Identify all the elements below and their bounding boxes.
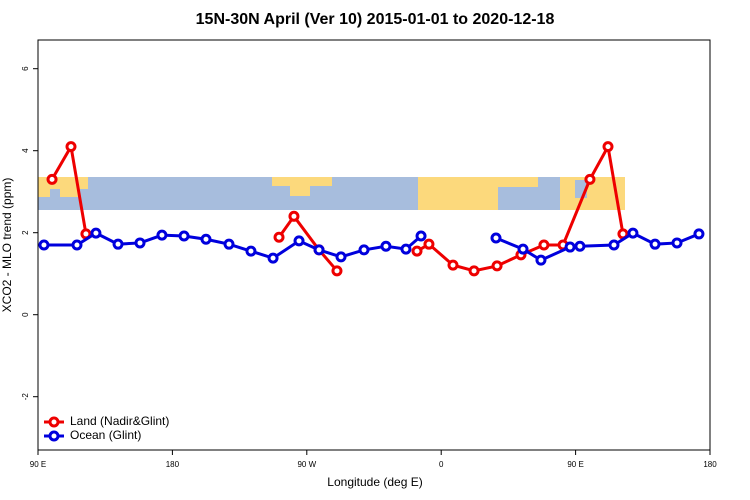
data-point <box>134 237 146 249</box>
data-point <box>71 239 83 251</box>
data-point <box>156 229 168 241</box>
data-point <box>415 230 427 242</box>
data-point <box>602 141 614 153</box>
data-point <box>46 173 58 185</box>
x-tick-label: 180 <box>703 460 717 469</box>
data-point <box>331 265 343 277</box>
legend-marker <box>48 416 60 428</box>
land-map <box>38 177 50 197</box>
x-tick-label: 90 E <box>567 460 583 469</box>
data-point <box>574 240 586 252</box>
data-point <box>693 228 705 240</box>
land-map <box>498 177 538 187</box>
data-point <box>112 238 124 250</box>
data-point <box>380 240 392 252</box>
data-point <box>288 210 300 222</box>
data-point <box>200 233 212 245</box>
data-point <box>468 265 480 277</box>
data-point <box>178 230 190 242</box>
data-point <box>358 244 370 256</box>
data-point <box>564 241 576 253</box>
land-map <box>418 177 498 210</box>
data-point <box>65 141 77 153</box>
data-point <box>411 245 423 257</box>
plot-frame <box>37 39 711 451</box>
data-point <box>490 232 502 244</box>
land-map <box>290 186 310 196</box>
y-tick-label: -2 <box>21 393 30 401</box>
data-point <box>267 252 279 264</box>
data-point <box>313 244 325 256</box>
y-tick-label: 6 <box>21 66 30 71</box>
data-point <box>335 251 347 263</box>
data-point <box>608 239 620 251</box>
map-band <box>38 177 625 210</box>
data-point <box>245 245 257 257</box>
data-point <box>535 254 547 266</box>
data-point <box>223 238 235 250</box>
data-point <box>671 237 683 249</box>
y-tick-label: 0 <box>21 312 30 317</box>
data-point <box>627 227 639 239</box>
y-tick-label: 2 <box>21 230 30 235</box>
data-point <box>273 231 285 243</box>
x-tick-label: 180 <box>166 460 180 469</box>
data-point <box>538 239 550 251</box>
x-tick-label: 90 W <box>297 460 316 469</box>
land-map <box>272 177 332 186</box>
y-tick-label: 4 <box>21 148 30 153</box>
legend-marker <box>48 430 60 442</box>
data-point <box>293 235 305 247</box>
data-point <box>491 260 503 272</box>
x-axis-label: Longitude (deg E) <box>327 475 422 489</box>
data-point <box>584 173 596 185</box>
y-axis-label: XCO2 - MLO trend (ppm) <box>0 178 14 313</box>
data-point <box>400 243 412 255</box>
x-tick-label: 90 E <box>30 460 46 469</box>
data-point <box>423 238 435 250</box>
legend-label: Ocean (Glint) <box>70 428 141 442</box>
data-point <box>649 238 661 250</box>
land-map <box>60 189 80 197</box>
chart-title: 15N-30N April (Ver 10) 2015-01-01 to 202… <box>196 11 555 28</box>
legend-label: Land (Nadir&Glint) <box>70 414 169 428</box>
x-tick-label: 0 <box>439 460 444 469</box>
data-point <box>447 259 459 271</box>
data-point <box>517 243 529 255</box>
data-point <box>38 239 50 251</box>
data-point <box>90 227 102 239</box>
